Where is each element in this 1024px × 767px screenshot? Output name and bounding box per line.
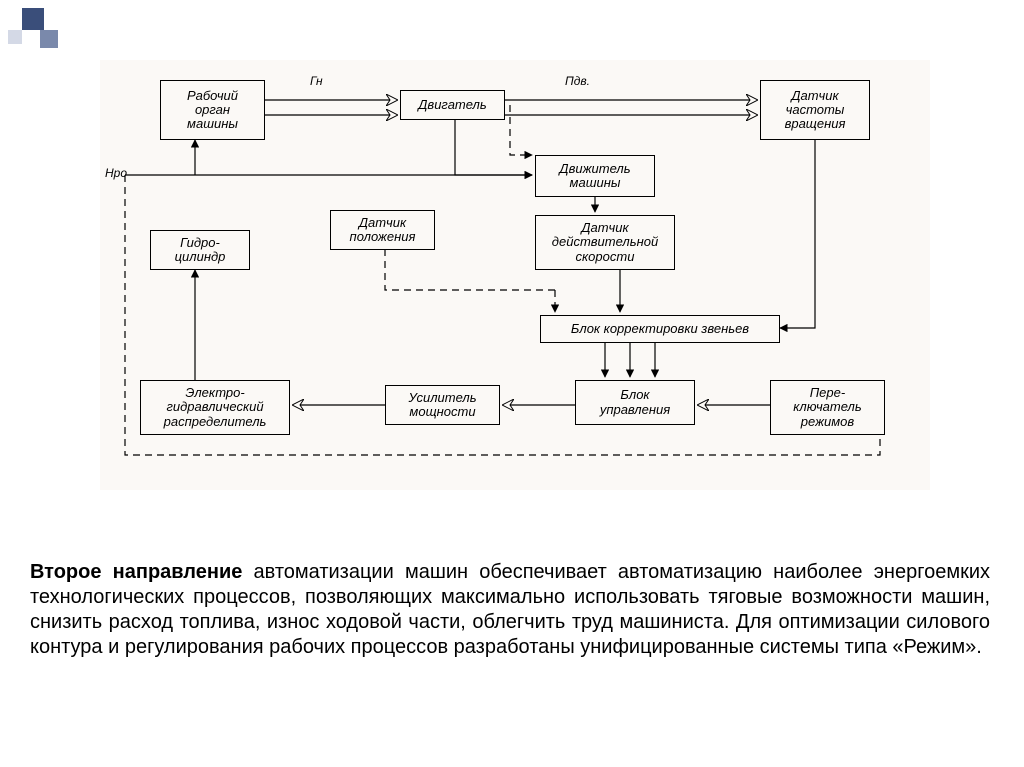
paragraph-lead: Второе направление [30, 561, 242, 583]
node-dist: Электро-гидравлическийраспределитель [140, 380, 290, 435]
edge [510, 105, 532, 155]
node-eng: Двигатель [400, 90, 505, 120]
node-poss: Датчикположения [330, 210, 435, 250]
node-spd: Датчикдействительнойскорости [535, 215, 675, 270]
node-mode: Пере-ключательрежимов [770, 380, 885, 435]
node-ctrl: Блокуправления [575, 380, 695, 425]
edge [385, 250, 555, 290]
node-rom: Рабочийорганмашины [160, 80, 265, 140]
node-hcyl: Гидро-цилиндр [150, 230, 250, 270]
node-corr: Блок корректировки звеньев [540, 315, 780, 343]
label-Pdv: Пдв. [565, 74, 590, 88]
label-Hpo: Нро [105, 166, 127, 180]
edge [455, 120, 532, 175]
decor-square [40, 30, 58, 48]
decor-square [22, 8, 44, 30]
decor-square [8, 30, 22, 44]
flowchart-diagram: Рабочийорганмашины Двигатель Датчикчастоты… [100, 60, 930, 490]
node-mover: Движительмашины [535, 155, 655, 197]
body-paragraph: Второе направление автоматизации машин о… [30, 560, 990, 660]
edge [780, 140, 815, 328]
node-amp: Усилительмощности [385, 385, 500, 425]
node-rpm: Датчикчастотывращения [760, 80, 870, 140]
label-Gn: Гн [310, 74, 323, 88]
